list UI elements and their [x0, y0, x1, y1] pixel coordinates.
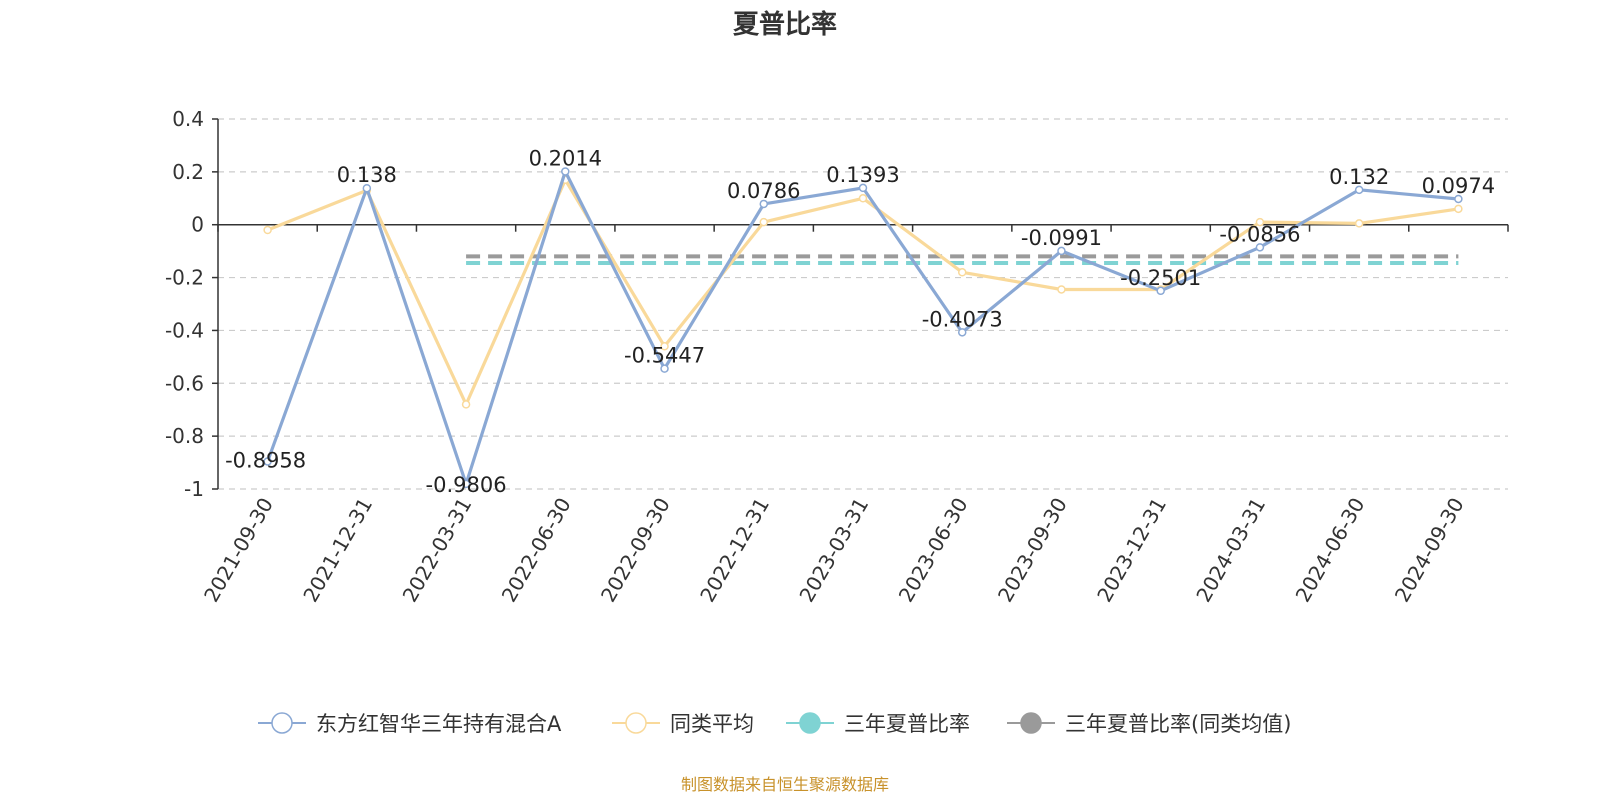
data-point: [1354, 185, 1364, 195]
y-tick-label: -0.6: [165, 371, 204, 395]
legend-label-1: 同类平均: [670, 712, 754, 736]
y-tick-label: 0: [191, 213, 204, 237]
data-point: [957, 328, 967, 337]
data-label: -0.9806: [426, 473, 507, 497]
data-label: -0.2501: [1120, 266, 1201, 290]
y-tick-label: 0.4: [172, 107, 204, 131]
data-point: [263, 457, 272, 466]
data-point: [858, 194, 868, 203]
data-point: [957, 268, 967, 277]
y-tick-label: -0.2: [165, 266, 204, 290]
y-tick-label: 0.2: [172, 160, 204, 184]
data-label: -0.0991: [1021, 226, 1102, 250]
legend: 东方红智华三年持有混合A 同类平均 三年夏普比率 三年夏普比率(同类均值): [258, 712, 1291, 736]
data-label: -0.8958: [225, 448, 306, 472]
chart-title: 夏普比率: [733, 9, 837, 40]
data-point: [759, 199, 769, 209]
data-label: -0.5447: [624, 344, 705, 368]
data-point: [461, 400, 471, 409]
x-tick-label: 2022-09-30: [596, 494, 675, 607]
legend-marker-1: [625, 712, 647, 734]
data-label: 0.138: [337, 163, 397, 187]
legend-label-3: 三年夏普比率(同类均值): [1065, 712, 1291, 736]
legend-label-0: 东方红智华三年持有混合A: [316, 712, 562, 736]
data-point: [660, 342, 669, 351]
x-tick-label: 2022-06-30: [497, 494, 576, 607]
series-layer: [263, 167, 1463, 489]
legend-label-2: 三年夏普比率: [844, 712, 970, 736]
x-tick-label: 2021-09-30: [199, 494, 278, 607]
data-point: [759, 217, 769, 227]
data-label: -0.4073: [922, 307, 1003, 331]
data-point: [1255, 217, 1265, 227]
data-point: [1156, 286, 1165, 296]
x-tick-label: 2021-12-31: [298, 494, 377, 607]
data-point: [1354, 219, 1364, 228]
x-tick-label: 2024-03-31: [1191, 494, 1270, 607]
legend-marker-3: [1020, 712, 1042, 734]
x-tick-label: 2022-12-31: [695, 494, 774, 607]
data-point: [1454, 194, 1463, 204]
y-tick-label: -0.8: [165, 424, 204, 448]
x-tick-label: 2022-03-31: [398, 493, 477, 606]
x-tick-label: 2024-09-30: [1390, 494, 1469, 607]
data-point: [1255, 243, 1265, 252]
data-point: [660, 364, 669, 373]
legend-marker-0: [271, 712, 293, 734]
data-point: [1057, 285, 1066, 294]
data-label: -0.0856: [1219, 222, 1300, 246]
series-line-1: [267, 178, 1459, 406]
data-point: [461, 479, 471, 489]
data-point: [1057, 246, 1066, 256]
x-tick-label: 2024-06-30: [1291, 494, 1370, 607]
data-label: 0.132: [1329, 165, 1389, 189]
y-tick-label: -0.4: [165, 318, 204, 342]
data-label: 0.0786: [727, 179, 800, 203]
data-label: 0.0974: [1422, 174, 1495, 198]
data-point: [561, 167, 570, 176]
source-note: 制图数据来自恒生聚源数据库: [681, 775, 889, 794]
data-point: [362, 183, 372, 193]
label-layer: -0.8958 0.138 -0.9806 0.2014 -0.5447 0.0786 0.…: [225, 146, 1495, 496]
data-label: 0.2014: [529, 146, 602, 170]
x-tick-label: 2023-06-30: [894, 493, 973, 606]
data-point: [263, 225, 272, 235]
x-tick-label: 2023-09-30: [993, 494, 1072, 607]
data-point: [1454, 204, 1463, 214]
series-line-0: [266, 169, 1459, 486]
data-label: 0.1393: [826, 163, 899, 187]
x-tick-label: 2023-03-31: [794, 494, 873, 607]
legend-marker-2: [799, 712, 821, 734]
data-point: [858, 183, 868, 193]
y-tick-label: -1: [184, 477, 204, 501]
x-tick-label: 2023-12-31: [1092, 494, 1171, 607]
